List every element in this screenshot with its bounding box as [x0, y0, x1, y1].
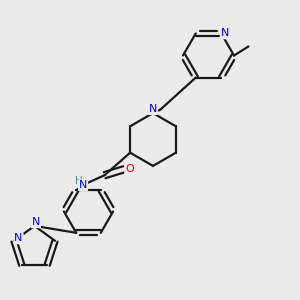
- Text: O: O: [125, 164, 134, 174]
- Text: N: N: [149, 104, 157, 114]
- Text: N: N: [221, 28, 229, 38]
- Text: H: H: [75, 176, 83, 186]
- Text: N: N: [32, 217, 40, 227]
- Text: N: N: [79, 180, 87, 190]
- Text: N: N: [14, 233, 22, 243]
